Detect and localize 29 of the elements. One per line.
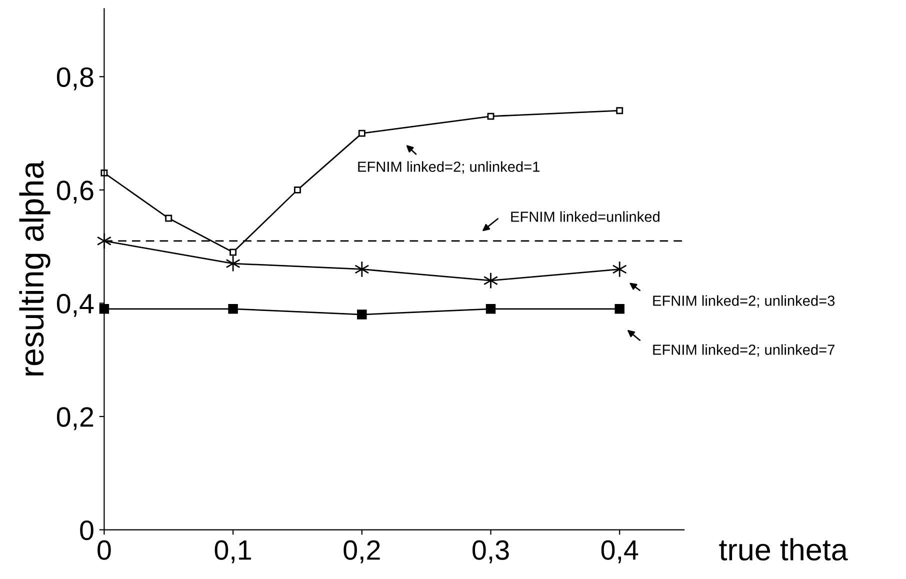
point <box>483 272 498 289</box>
point <box>354 260 370 278</box>
y-tick-label: 0,6 <box>56 180 94 204</box>
y-tick-label: 0,4 <box>56 294 94 317</box>
x-tick-label: 0 <box>98 540 111 560</box>
y-tick-label: 0 <box>80 520 94 540</box>
y-tick-label: 0,8 <box>56 67 94 90</box>
point <box>358 130 366 137</box>
annotation: EFNIM linked=2; unlinked=3 <box>653 295 835 308</box>
point <box>487 112 494 120</box>
point <box>612 260 627 278</box>
y-tick-label: 0,2 <box>56 407 94 430</box>
x-tick-label: 0,3 <box>472 540 509 564</box>
point <box>486 304 496 314</box>
annotation: EFNIM linked=2; unlinked=7 <box>653 344 834 357</box>
point <box>165 214 172 222</box>
point <box>614 304 624 314</box>
point <box>228 304 238 314</box>
annotation: EFNIM linked=unlinked <box>511 211 660 222</box>
point <box>357 310 367 320</box>
annotation: EFNIM linked=2; unlinked=1 <box>358 161 540 174</box>
x-axis-title: true theta <box>719 538 848 561</box>
x-tick-label: 0,1 <box>214 540 251 564</box>
x-tick-label: 0,2 <box>344 540 380 564</box>
point <box>230 248 237 256</box>
y-axis-title: resulting alpha <box>19 160 50 376</box>
point <box>294 186 301 194</box>
x-tick-label: 0,4 <box>601 540 638 564</box>
point <box>616 107 624 114</box>
